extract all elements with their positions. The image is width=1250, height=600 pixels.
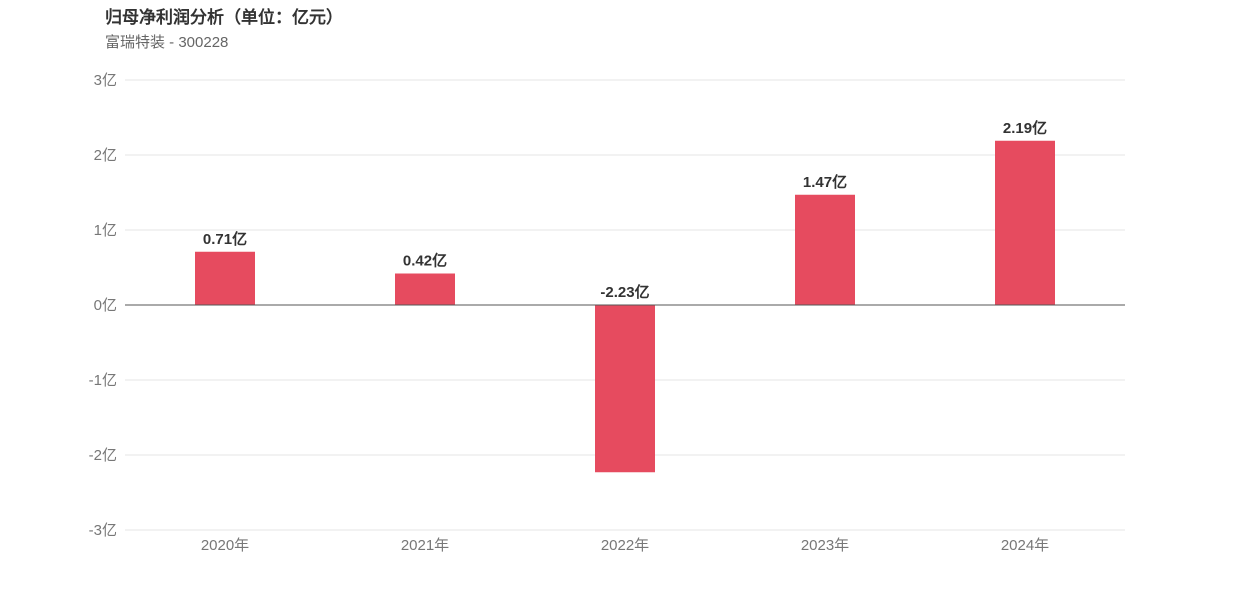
chart-subtitle: 富瑞特装 - 300228: [105, 34, 229, 51]
y-tick-label: 0亿: [94, 297, 117, 314]
x-tick-label: 2023年: [801, 537, 849, 554]
y-tick-label: -1亿: [89, 372, 117, 389]
data-label: 2.19亿: [1003, 119, 1047, 137]
bar: [395, 273, 455, 305]
bar: [795, 194, 855, 305]
y-axis-ticks: 3亿 2亿 1亿 0亿 -1亿 -2亿 -3亿: [89, 72, 117, 539]
data-label: 1.47亿: [803, 173, 847, 191]
data-label: -2.23亿: [600, 283, 649, 301]
grid-layer: [125, 79, 1125, 531]
y-tick-label: -3亿: [89, 522, 117, 539]
bar: [595, 305, 655, 473]
y-tick-label: -2亿: [89, 447, 117, 464]
x-axis-ticks: 2020年 2021年 2022年 2023年 2024年: [201, 537, 1049, 554]
x-tick-label: 2022年: [601, 537, 649, 554]
x-tick-label: 2024年: [1001, 537, 1049, 554]
data-label: 0.71亿: [203, 230, 247, 248]
y-tick-label: 2亿: [94, 147, 117, 164]
x-tick-label: 2020年: [201, 537, 249, 554]
bar: [995, 140, 1055, 305]
bar-layer: [195, 140, 1055, 473]
y-tick-label: 1亿: [94, 222, 117, 239]
data-label-layer: 0.71亿 0.42亿 -2.23亿 1.47亿 2.19亿: [203, 119, 1047, 301]
x-tick-label: 2021年: [401, 537, 449, 554]
data-label: 0.42亿: [403, 252, 447, 270]
y-tick-label: 3亿: [94, 72, 117, 89]
chart-title: 归母净利润分析（单位：亿元）: [105, 8, 343, 27]
bar: [195, 251, 255, 305]
